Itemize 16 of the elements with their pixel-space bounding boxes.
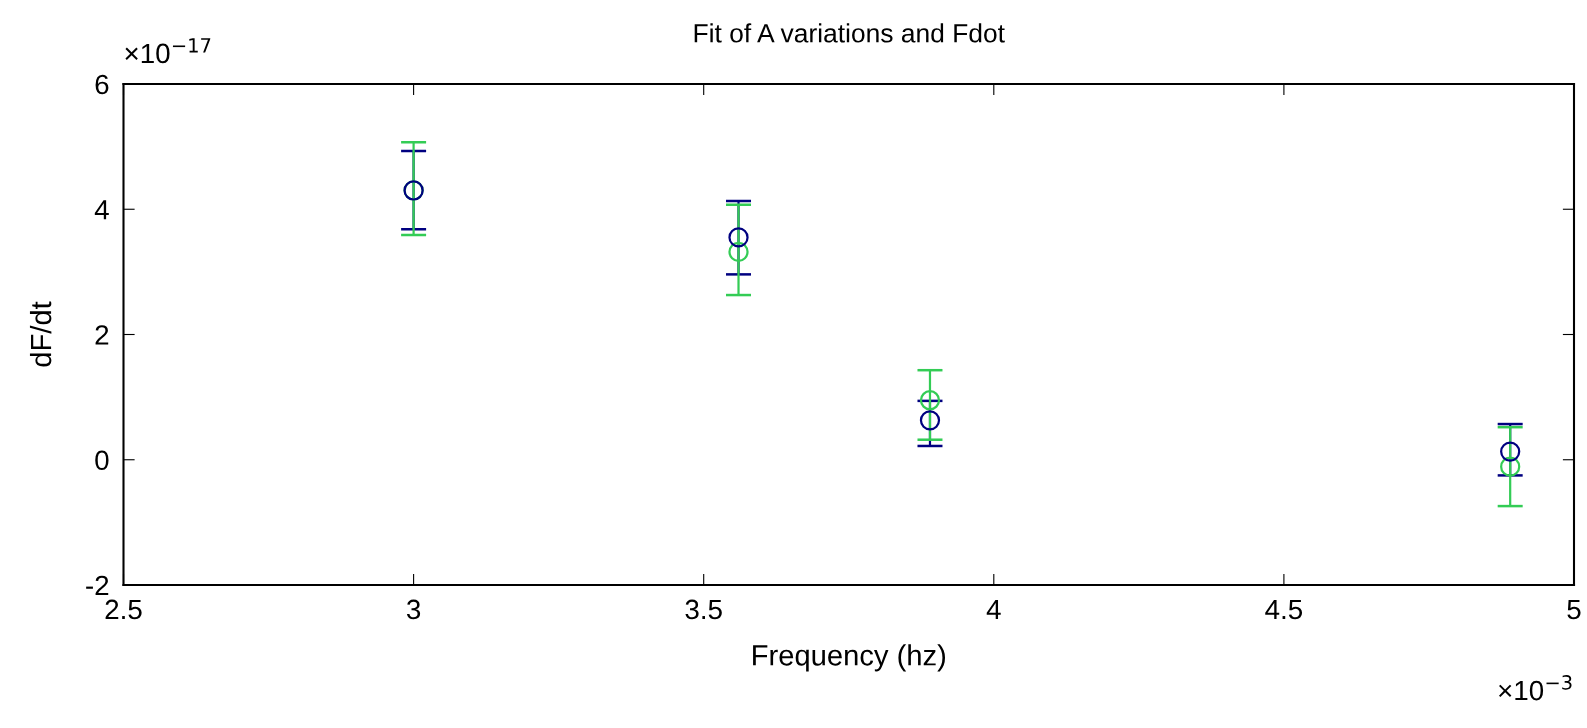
x-tick-label: 4 xyxy=(986,599,1001,620)
y-tick-label: 0 xyxy=(95,450,109,471)
chart-title: Fit of A variations and Fdot xyxy=(694,23,1005,43)
x-tick-label: 3.5 xyxy=(685,599,722,620)
y-tick-label: 2 xyxy=(95,325,109,345)
text: ×10$^{−17}$ xyxy=(125,38,211,64)
y-tick-label: 4 xyxy=(94,200,109,220)
text: ×10$^{−3}$ xyxy=(1498,675,1572,701)
y-tick-label: -2 xyxy=(86,575,109,596)
y-axis-title: dF/dt xyxy=(29,301,52,367)
y-tick-label: 6 xyxy=(95,74,109,95)
x-axis-title: Frequency (hz) xyxy=(753,644,946,672)
x-tick-label: 5 xyxy=(1567,599,1581,620)
x-tick-label: 2.5 xyxy=(105,599,142,620)
x-tick-label: 3 xyxy=(406,599,421,620)
x-tick-label: 4.5 xyxy=(1265,599,1303,620)
